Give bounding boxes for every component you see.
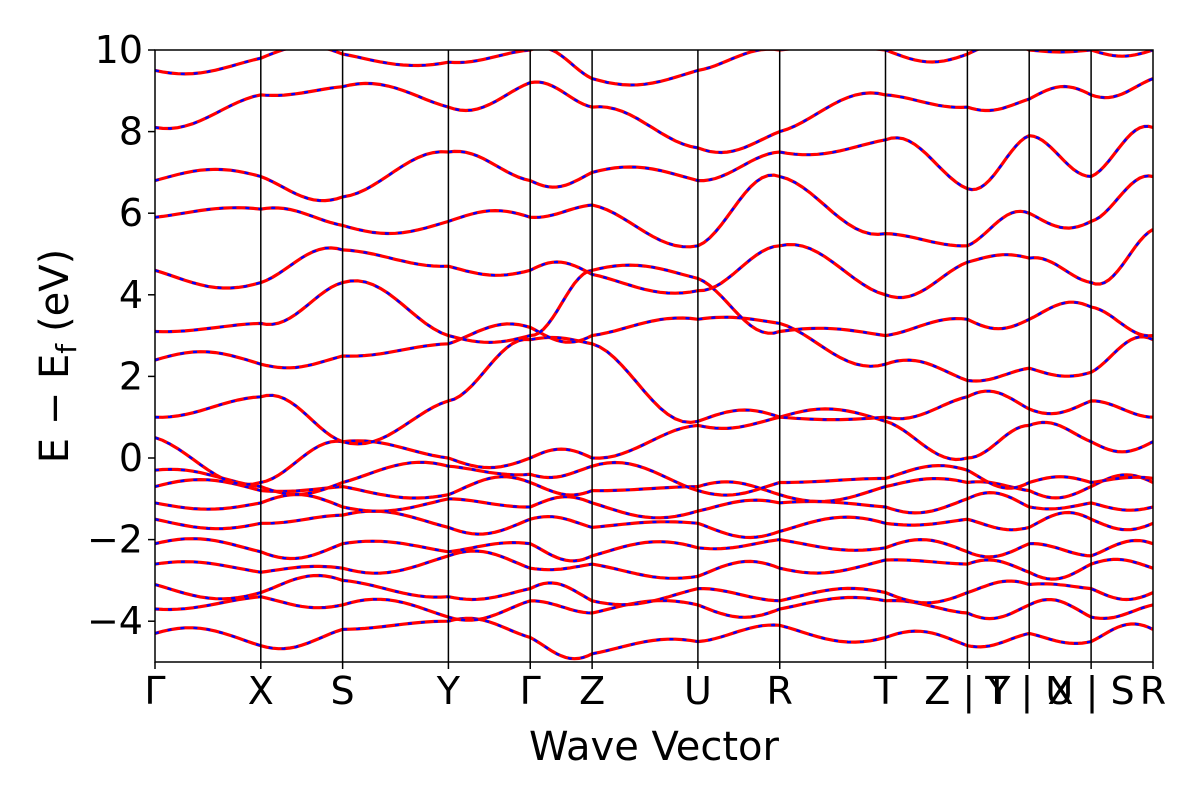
- band-line-red: [155, 77, 1153, 155]
- y-tick-label: 10: [95, 28, 143, 72]
- x-tick-label: Z: [579, 669, 605, 713]
- band-line-red: [155, 315, 1153, 383]
- plot-frame: [154, 49, 1154, 663]
- y-tick-label: 8: [119, 110, 143, 154]
- y-axis: 10 8 6 4 2 0 −2 −4: [87, 28, 155, 643]
- x-tick-label: Γ: [144, 669, 165, 713]
- y-axis-title-main: E − E: [32, 354, 78, 464]
- band-line-blue: [155, 228, 1153, 299]
- y-axis-title: E − Ef (eV): [32, 249, 83, 464]
- x-tick-label: Γ: [520, 669, 541, 713]
- band-line-red: [155, 509, 1153, 540]
- band-line-red: [155, 616, 1153, 661]
- band-line-blue: [155, 263, 1153, 344]
- band-line-red: [155, 263, 1153, 345]
- band-line-red: [155, 124, 1153, 203]
- band-line-blue: [155, 617, 1153, 660]
- high-symmetry-lines: [260, 50, 1092, 662]
- band-line-red: [155, 335, 1153, 446]
- bands-layer: [155, 50, 1153, 661]
- x-tick-label: Y: [436, 669, 461, 713]
- band-line-red: [155, 228, 1153, 300]
- x-tick-label: T: [873, 669, 898, 713]
- y-tick-label: −4: [87, 599, 143, 643]
- x-axis-title: Wave Vector: [529, 724, 780, 770]
- y-tick-label: 4: [119, 273, 143, 317]
- y-axis-title-subscript: f: [50, 343, 83, 354]
- band-line-red: [155, 173, 1153, 249]
- y-axis-title-unit: (eV): [32, 249, 78, 332]
- band-line-blue: [155, 315, 1153, 383]
- x-tick-label: S: [331, 669, 355, 713]
- x-tick-label: T | U: [984, 669, 1073, 714]
- y-tick-label: 6: [119, 191, 143, 235]
- y-tick-label: 2: [119, 354, 143, 398]
- x-tick-label: Z | Y: [924, 669, 1011, 714]
- band-line-red: [155, 573, 1153, 607]
- y-tick-label: −2: [87, 518, 143, 562]
- band-line-red: [155, 537, 1153, 563]
- x-tick-label: R: [767, 669, 793, 713]
- band-line-blue: [155, 77, 1153, 154]
- x-tick-label: X | S: [1048, 669, 1135, 714]
- band-line-red: [155, 490, 1153, 520]
- band-line-blue: [155, 336, 1153, 446]
- x-tick-label: X: [248, 669, 274, 713]
- x-tick-label: R: [1140, 669, 1166, 713]
- x-tick-label: U: [684, 669, 712, 713]
- y-tick-label: 0: [119, 436, 143, 480]
- band-line-blue: [155, 509, 1153, 539]
